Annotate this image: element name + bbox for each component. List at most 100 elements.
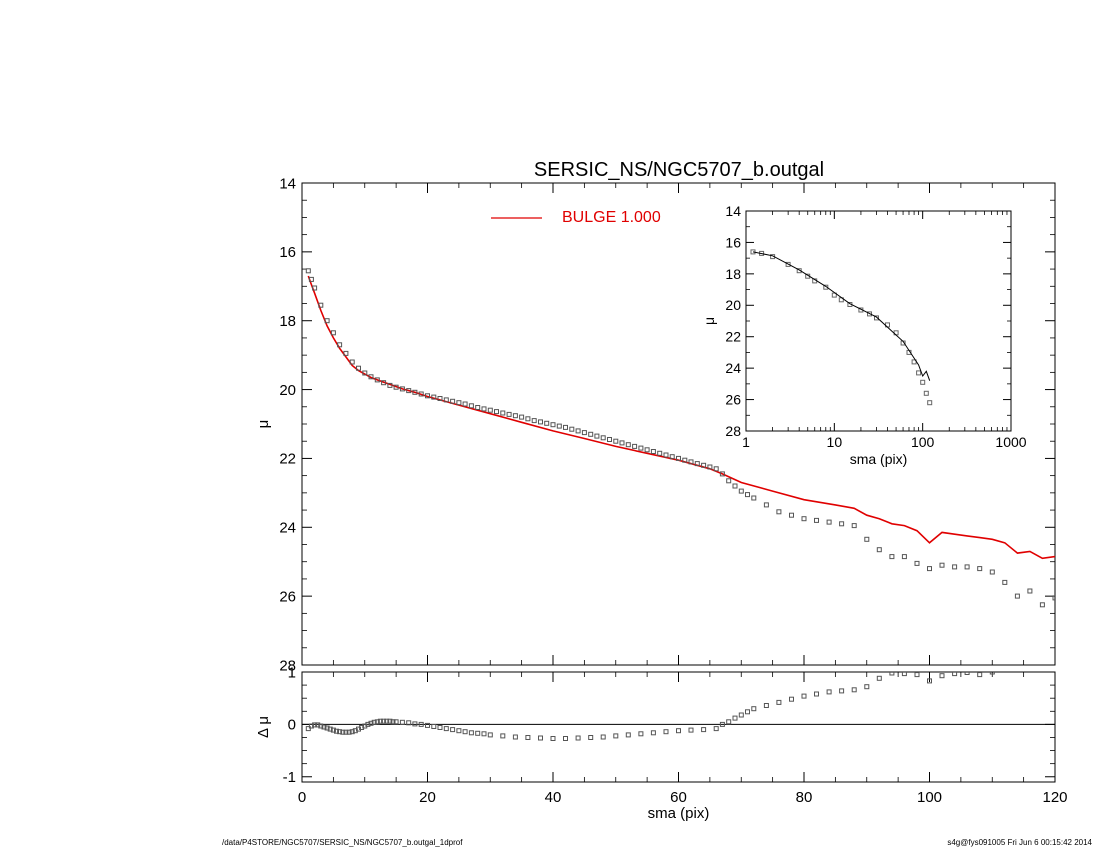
main-data-point — [393, 384, 399, 390]
main-data-point — [801, 516, 807, 522]
residual-x-tick-label: 120 — [1042, 789, 1067, 806]
inset-y-tick-label: 14 — [725, 203, 741, 219]
main-data-point — [619, 440, 625, 446]
main-data-point — [343, 350, 349, 356]
main-data-point — [763, 502, 769, 508]
main-data-point — [1014, 593, 1020, 599]
main-data-point — [914, 560, 920, 566]
residual-x-tick-label: 80 — [796, 789, 813, 806]
main-data-point — [638, 445, 644, 451]
main-data-point — [494, 409, 499, 415]
residual-data-point — [719, 721, 725, 727]
main-data-point — [701, 462, 707, 468]
residual-data-point — [475, 730, 481, 736]
main-data-point — [519, 414, 525, 420]
residual-data-point — [713, 726, 719, 732]
residual-data-point — [745, 709, 750, 715]
main-data-point — [337, 342, 343, 348]
main-y-tick-label: 16 — [279, 244, 296, 261]
residual-data-point — [346, 729, 352, 735]
residual-data-point — [462, 729, 468, 735]
residual-data-point — [538, 735, 543, 741]
main-data-point — [669, 454, 675, 460]
main-plot-area — [305, 268, 1055, 608]
main-data-point — [732, 483, 738, 489]
main-data-point — [901, 554, 907, 560]
residual-data-point — [701, 727, 707, 733]
residual-x-axis-label: sma (pix) — [648, 805, 710, 822]
main-data-point — [487, 407, 493, 413]
residual-data-point — [789, 696, 794, 702]
residual-data-point — [575, 735, 581, 741]
residual-data-point — [732, 715, 738, 721]
residual-data-point — [431, 724, 437, 729]
residual-x-tick-label: 20 — [419, 789, 436, 806]
residual-data-point — [437, 725, 443, 730]
main-data-point — [538, 419, 543, 425]
main-data-point — [1052, 595, 1055, 601]
inset-data-point — [874, 315, 879, 321]
main-data-point — [738, 488, 744, 494]
main-data-point — [456, 400, 462, 406]
residual-data-point — [406, 720, 412, 726]
residual-data-point — [500, 733, 506, 739]
main-data-point — [713, 466, 719, 472]
main-data-point — [745, 492, 750, 498]
main-data-point — [876, 547, 882, 553]
main-data-point — [512, 413, 518, 419]
residual-data-point — [989, 672, 995, 675]
main-data-point — [506, 411, 512, 417]
main-data-point — [814, 517, 819, 523]
residual-plot-area — [302, 672, 1055, 741]
main-data-point — [500, 410, 506, 416]
main-data-point — [318, 302, 324, 308]
main-data-point — [362, 370, 368, 376]
main-y-tick-label: 28 — [279, 657, 296, 674]
main-data-point — [1002, 579, 1008, 585]
residual-data-point — [814, 691, 819, 697]
main-data-point — [588, 431, 594, 437]
main-data-point — [544, 420, 550, 426]
main-data-point — [694, 461, 700, 467]
legend-label: BULGE 1.000 — [562, 209, 661, 226]
main-data-point — [964, 564, 970, 570]
main-data-point — [481, 406, 487, 412]
residual-data-point — [864, 684, 870, 690]
inset-data-point — [927, 400, 933, 406]
residual-data-point — [563, 736, 568, 741]
main-y-tick-label: 22 — [279, 451, 296, 468]
main-y-axis-label: μ — [255, 420, 272, 429]
main-y-tick-label: 14 — [279, 175, 296, 192]
inset-x-tick-label: 1000 — [995, 434, 1026, 450]
main-y-tick-label: 18 — [279, 313, 296, 330]
main-data-point — [644, 447, 650, 453]
footer-file-path: /data/P4STORE/NGC5707/SERSIC_NS/NGC5707_… — [222, 838, 463, 847]
residual-data-point — [308, 723, 314, 729]
main-data-point — [927, 566, 932, 572]
residual-data-point — [914, 672, 920, 678]
main-data-point — [676, 455, 681, 461]
main-data-point — [613, 438, 619, 444]
main-data-point — [581, 430, 587, 436]
main-data-point — [468, 403, 474, 409]
main-y-tick-label: 26 — [279, 588, 296, 605]
residual-data-point — [487, 732, 493, 738]
residual-data-point — [468, 730, 474, 736]
inset-plot-area — [750, 249, 933, 406]
main-data-point — [563, 424, 568, 430]
residual-data-point — [443, 726, 449, 732]
main-data-point — [324, 318, 330, 324]
main-data-point — [600, 435, 606, 441]
inset-data-point — [785, 261, 791, 267]
main-data-point — [719, 471, 725, 477]
main-data-point — [707, 464, 713, 470]
residual-data-point — [726, 719, 732, 725]
footer-timestamp: s4g@fys091005 Fri Jun 6 00:15:42 2014 — [947, 838, 1092, 847]
main-data-point — [939, 562, 945, 568]
inset-y-tick-label: 22 — [725, 329, 741, 345]
main-data-point — [368, 374, 374, 380]
residual-data-point — [525, 735, 531, 740]
main-data-point — [475, 405, 481, 410]
